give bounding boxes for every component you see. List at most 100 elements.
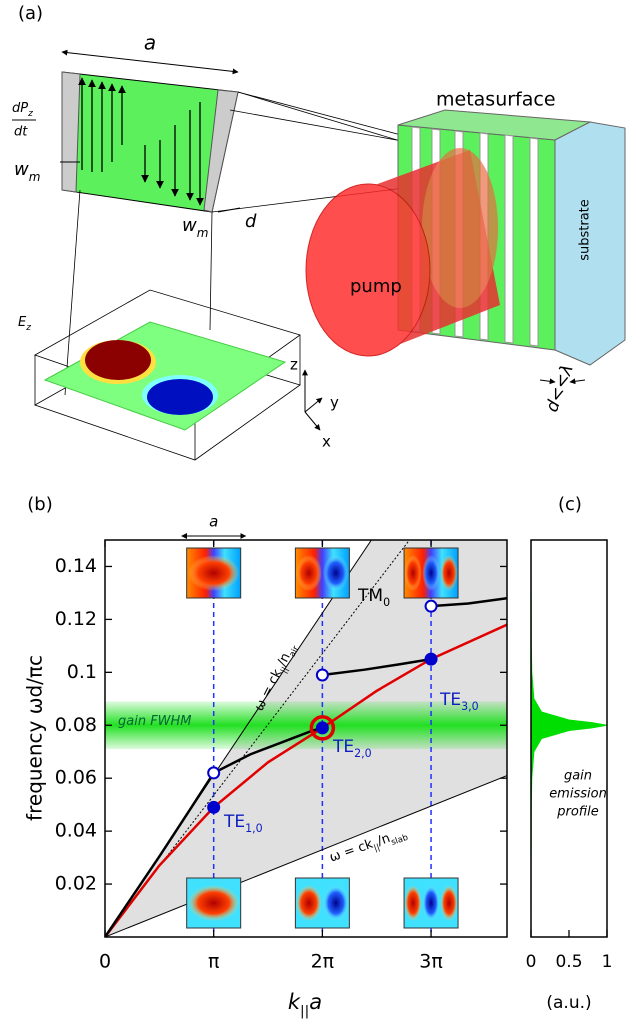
- curve: [105, 540, 410, 937]
- x-axis-label: k||a: [288, 990, 322, 1019]
- mode-label-part: TE: [439, 690, 461, 710]
- mode-lobe: [322, 555, 349, 591]
- slab-line-label-part: ||: [372, 841, 381, 852]
- x-tick-label: 0.5: [555, 952, 582, 972]
- curve: [105, 775, 507, 937]
- x-axis-label-part: a: [309, 990, 322, 1014]
- field-main: E: [18, 315, 27, 330]
- substrate-label: substrate: [578, 199, 593, 261]
- annotation: profile: [556, 805, 599, 820]
- d-arrow: [569, 378, 586, 385]
- y-tick-label: 0.08: [55, 714, 97, 736]
- x-tick-label: 2π: [311, 951, 335, 973]
- mode-lobe: [440, 555, 458, 591]
- x-axis-label-part: k: [288, 990, 301, 1014]
- x-tick-label: 0: [99, 951, 111, 973]
- wm-sub: m: [197, 226, 209, 240]
- dipole-num: dP: [12, 101, 28, 116]
- filled-marker: [315, 721, 329, 735]
- mode-lobe: [422, 885, 440, 921]
- mode-lobe: [187, 885, 240, 921]
- wm-sub: m: [29, 170, 41, 184]
- y-tick-label: 0.06: [55, 767, 97, 789]
- wm-main: w: [14, 159, 29, 180]
- dipole-arrows: [78, 77, 204, 206]
- mode-label-part: 3,0: [461, 700, 479, 713]
- metasurface-label: metasurface: [436, 89, 556, 111]
- filled-marker: [424, 652, 438, 666]
- mode-label-part: TE: [223, 812, 245, 832]
- mode-lobe: [295, 555, 322, 591]
- panel-a: (a) a dPz dt wm wm d Ez: [12, 3, 626, 461]
- panel-label: (a): [18, 3, 43, 24]
- dipole-sub: z: [27, 109, 33, 119]
- ring-marker: [309, 715, 336, 741]
- light-line-label-part: /n: [274, 650, 293, 668]
- filled-marker: [207, 800, 221, 814]
- period-arrow: [61, 49, 239, 75]
- open-marker: [424, 599, 438, 613]
- mode-label-part: 0: [383, 596, 390, 609]
- wm-label: wm: [14, 159, 40, 184]
- field-box: [34, 289, 301, 461]
- frame: [104, 539, 508, 938]
- field-sub: z: [25, 323, 31, 333]
- mode-lobe: [295, 885, 322, 921]
- open-marker: [315, 668, 329, 682]
- slab-line-label-part: slab: [389, 831, 409, 846]
- panel-label: (c): [558, 494, 582, 515]
- axis-x: x: [322, 433, 331, 451]
- pump-beam: [305, 148, 500, 357]
- mode-lobe: [404, 885, 422, 921]
- mode-lobe: [404, 555, 422, 591]
- emission-profile: [530, 539, 608, 912]
- mode-lobe: [422, 555, 440, 591]
- mode-label: TM0: [357, 586, 390, 609]
- y-tick-label: 0.14: [55, 555, 97, 577]
- x-tick-label: 0: [526, 952, 537, 972]
- mode-label-part: TM: [357, 586, 383, 606]
- pump-label: pump: [350, 276, 402, 297]
- wm-label: wm: [182, 215, 208, 240]
- light-line-label-part: ||: [278, 665, 289, 675]
- thickness-label: d: [245, 211, 257, 232]
- slab-line-label-part: /n: [375, 830, 392, 848]
- x-axis-label: (a.u.): [546, 993, 591, 1013]
- y-tick-label: 0.04: [55, 820, 97, 842]
- mode-label-part: 2,0: [354, 747, 372, 760]
- wm-main: w: [182, 215, 197, 236]
- x-axis-label-part: ||: [300, 1003, 309, 1019]
- x-tick-label: 1: [602, 952, 613, 972]
- dipole-label: dPz: [12, 101, 33, 119]
- curve: [105, 623, 507, 937]
- mode-lobe: [322, 885, 349, 921]
- y-axis-label: frequency ωd/πc: [23, 655, 47, 821]
- field-label: Ez: [18, 315, 31, 333]
- y-tick-label: 0.1: [67, 661, 97, 683]
- open-marker: [207, 766, 221, 780]
- band-label: gain FWHM: [118, 714, 192, 729]
- coordinate-axes: [302, 369, 323, 431]
- mode-label-part: TE: [332, 737, 354, 757]
- panel-label: (b): [27, 494, 52, 515]
- x-tick-label: π: [208, 951, 219, 973]
- y-tick-label: 0.02: [55, 873, 97, 895]
- subwavelength-label: d<<λ: [542, 362, 578, 415]
- light-line-label-part: air: [286, 643, 300, 658]
- period-label: a: [144, 31, 156, 55]
- annotation: gain: [564, 769, 592, 784]
- axis-y: y: [330, 394, 339, 412]
- d-arrow: [539, 378, 556, 385]
- mode-lobe: [187, 555, 240, 591]
- mode-lobe: [440, 885, 458, 921]
- x-tick-label: 3π: [419, 951, 443, 973]
- mode-label: TE3,0: [439, 690, 479, 713]
- gain-band: [105, 701, 507, 750]
- y-tick-label: 0.12: [55, 608, 97, 630]
- mode-label-part: 1,0: [245, 822, 263, 835]
- annotation: emission: [549, 787, 607, 802]
- period-label: a: [209, 513, 218, 531]
